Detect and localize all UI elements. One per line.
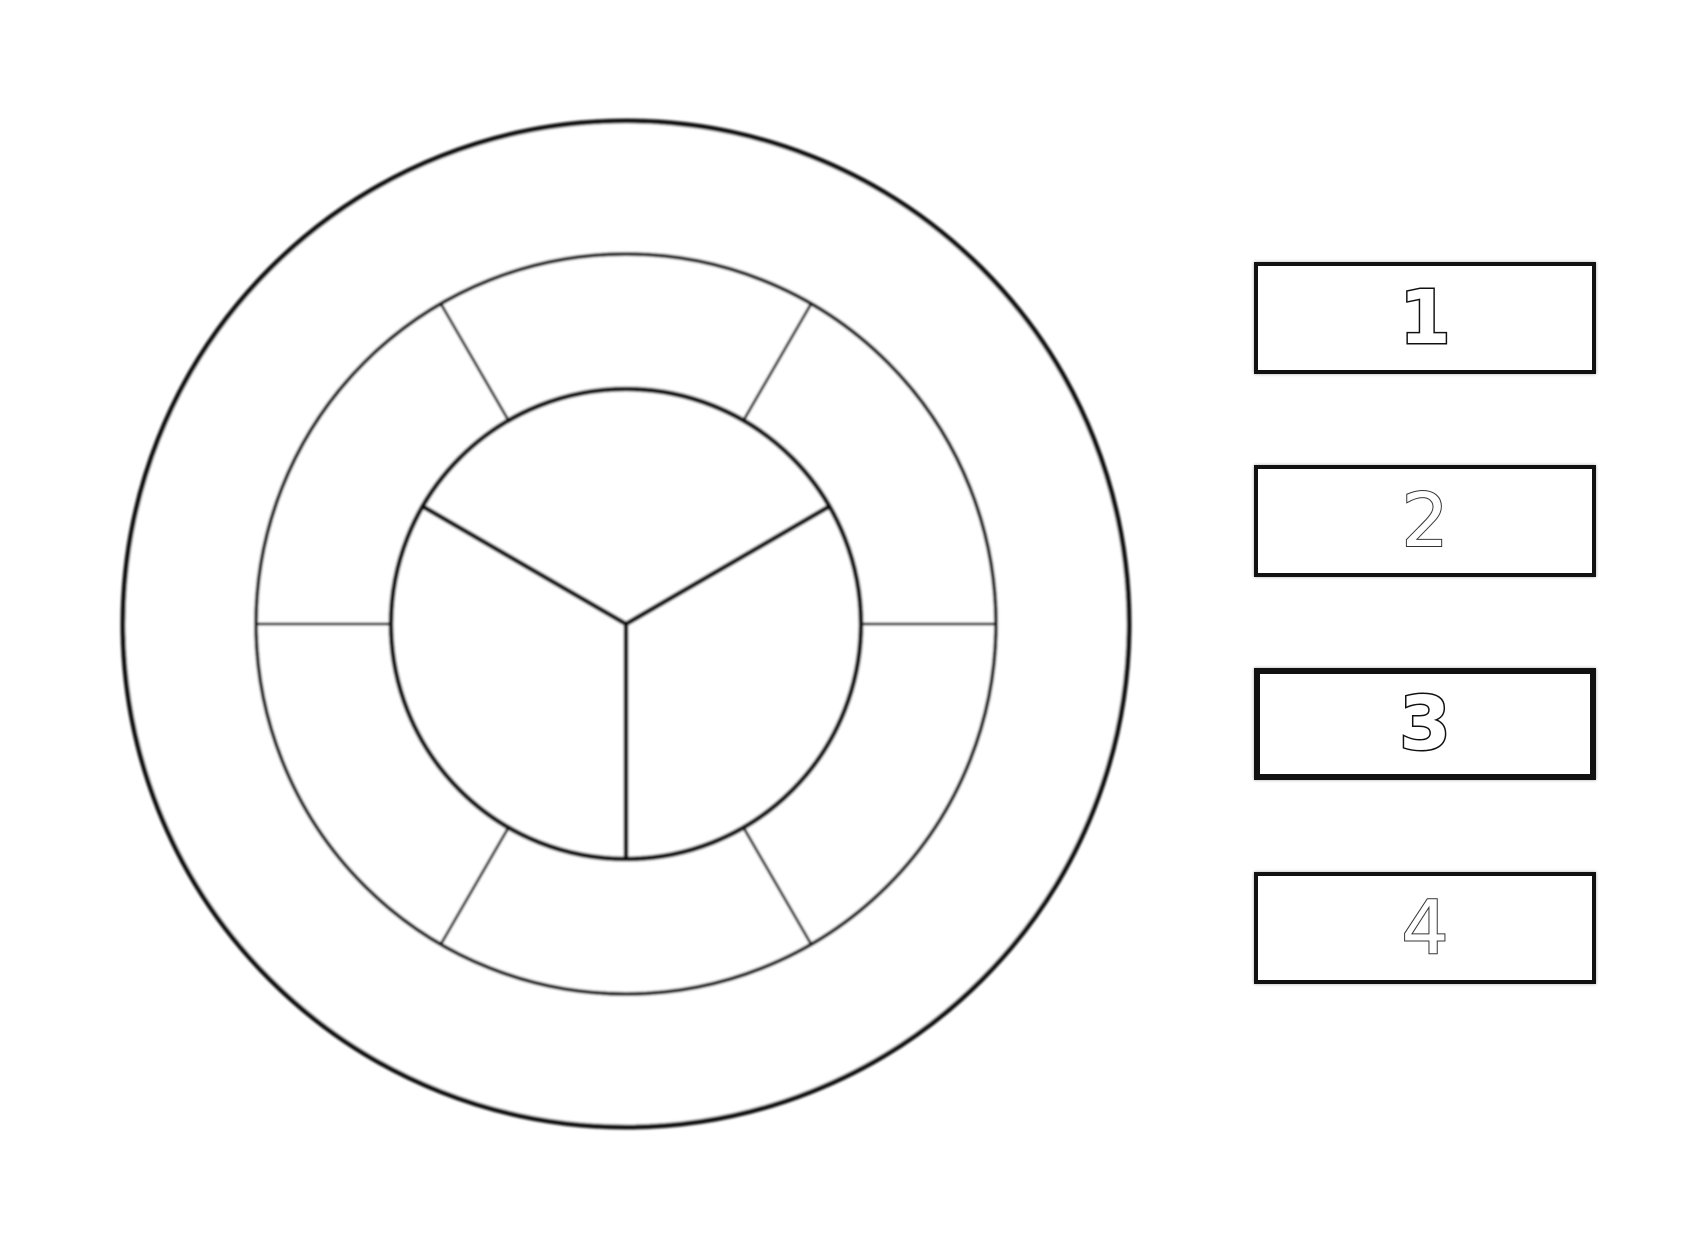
inner-circle-dividers (420, 503, 832, 859)
legend-label-1: 1 (1398, 275, 1452, 361)
middle-ring-divider-lower-right (742, 826, 813, 945)
middle-ring-dividers (256, 303, 996, 945)
inner-divider-upper-left (420, 503, 628, 627)
middle-ring-divider-upper-left (439, 303, 510, 422)
legend-box-4[interactable]: 4 (1254, 872, 1596, 984)
legend-box-3[interactable]: 3 (1254, 668, 1596, 780)
legend-label-2: 2 (1400, 478, 1449, 564)
middle-ring-divider-lower-left (439, 826, 510, 945)
inner-divider-upper-right (624, 503, 832, 627)
legend-label-3: 3 (1398, 681, 1452, 767)
middle-ring-divider-upper-right (742, 303, 813, 422)
legend-box-2[interactable]: 2 (1254, 465, 1596, 577)
legend-box-1[interactable]: 1 (1254, 262, 1596, 374)
legend-label-4: 4 (1400, 885, 1449, 971)
